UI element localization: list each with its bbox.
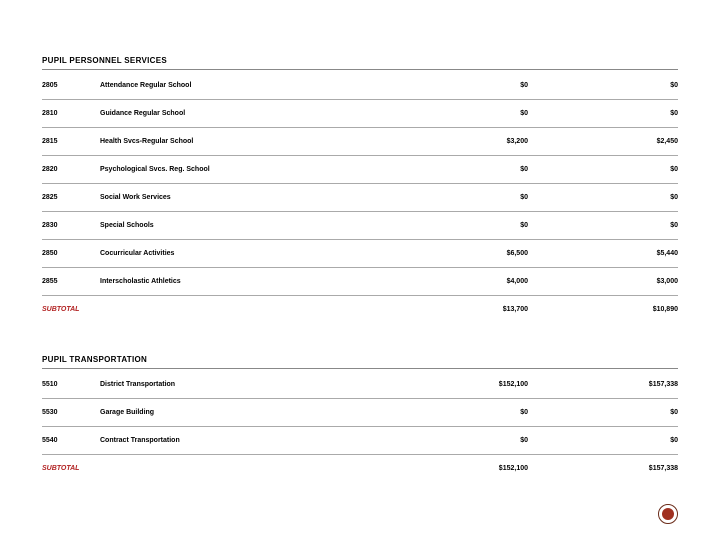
row-amt1: $0 — [378, 72, 528, 100]
row-desc: Social Work Services — [100, 184, 378, 212]
row-amt2: $5,440 — [528, 240, 678, 268]
section-title-2: PUPIL TRANSPORTATION — [42, 355, 678, 369]
table-row: 2820 Psychological Svcs. Reg. School $0 … — [42, 156, 678, 184]
row-code: 2815 — [42, 128, 100, 156]
budget-document: PUPIL PERSONNEL SERVICES 2805 Attendance… — [42, 56, 678, 482]
section-table-1: 2805 Attendance Regular School $0 $0 281… — [42, 72, 678, 323]
subtotal-amt1: $152,100 — [378, 455, 528, 483]
row-amt1: $0 — [378, 212, 528, 240]
table-row: 5540 Contract Transportation $0 $0 — [42, 427, 678, 455]
row-code: 2830 — [42, 212, 100, 240]
row-code: 2810 — [42, 100, 100, 128]
row-code: 2855 — [42, 268, 100, 296]
table-row: 2815 Health Svcs-Regular School $3,200 $… — [42, 128, 678, 156]
row-desc: Psychological Svcs. Reg. School — [100, 156, 378, 184]
table-row: 2850 Cocurricular Activities $6,500 $5,4… — [42, 240, 678, 268]
row-amt2: $0 — [528, 184, 678, 212]
row-amt1: $0 — [378, 427, 528, 455]
row-code: 2820 — [42, 156, 100, 184]
row-desc: Interscholastic Athletics — [100, 268, 378, 296]
row-code: 2825 — [42, 184, 100, 212]
subtotal-label: SUBTOTAL — [42, 296, 378, 324]
subtotal-label: SUBTOTAL — [42, 455, 378, 483]
subtotal-row: SUBTOTAL $13,700 $10,890 — [42, 296, 678, 324]
row-amt1: $0 — [378, 184, 528, 212]
row-amt1: $3,200 — [378, 128, 528, 156]
row-amt1: $4,000 — [378, 268, 528, 296]
table-row: 2805 Attendance Regular School $0 $0 — [42, 72, 678, 100]
row-amt2: $3,000 — [528, 268, 678, 296]
row-amt2: $157,338 — [528, 371, 678, 399]
table-row: 2830 Special Schools $0 $0 — [42, 212, 678, 240]
row-amt2: $2,450 — [528, 128, 678, 156]
row-amt2: $0 — [528, 72, 678, 100]
table-row: 2855 Interscholastic Athletics $4,000 $3… — [42, 268, 678, 296]
section-table-2: 5510 District Transportation $152,100 $1… — [42, 371, 678, 482]
row-code: 2850 — [42, 240, 100, 268]
table-row: 2825 Social Work Services $0 $0 — [42, 184, 678, 212]
subtotal-amt2: $157,338 — [528, 455, 678, 483]
row-desc: Health Svcs-Regular School — [100, 128, 378, 156]
subtotal-row: SUBTOTAL $152,100 $157,338 — [42, 455, 678, 483]
row-amt1: $152,100 — [378, 371, 528, 399]
row-code: 5510 — [42, 371, 100, 399]
row-desc: Cocurricular Activities — [100, 240, 378, 268]
row-desc: Contract Transportation — [100, 427, 378, 455]
row-amt1: $0 — [378, 100, 528, 128]
row-amt2: $0 — [528, 399, 678, 427]
row-desc: Garage Building — [100, 399, 378, 427]
row-desc: District Transportation — [100, 371, 378, 399]
table-row: 5510 District Transportation $152,100 $1… — [42, 371, 678, 399]
row-code: 5530 — [42, 399, 100, 427]
row-amt2: $0 — [528, 100, 678, 128]
subtotal-amt1: $13,700 — [378, 296, 528, 324]
row-desc: Guidance Regular School — [100, 100, 378, 128]
row-amt1: $0 — [378, 399, 528, 427]
seal-icon — [658, 504, 678, 524]
row-amt2: $0 — [528, 156, 678, 184]
subtotal-amt2: $10,890 — [528, 296, 678, 324]
row-amt1: $0 — [378, 156, 528, 184]
table-row: 2810 Guidance Regular School $0 $0 — [42, 100, 678, 128]
section-gap — [42, 323, 678, 355]
row-code: 5540 — [42, 427, 100, 455]
row-amt2: $0 — [528, 212, 678, 240]
section-title-1: PUPIL PERSONNEL SERVICES — [42, 56, 678, 70]
row-desc: Attendance Regular School — [100, 72, 378, 100]
row-amt1: $6,500 — [378, 240, 528, 268]
row-desc: Special Schools — [100, 212, 378, 240]
table-row: 5530 Garage Building $0 $0 — [42, 399, 678, 427]
row-code: 2805 — [42, 72, 100, 100]
row-amt2: $0 — [528, 427, 678, 455]
